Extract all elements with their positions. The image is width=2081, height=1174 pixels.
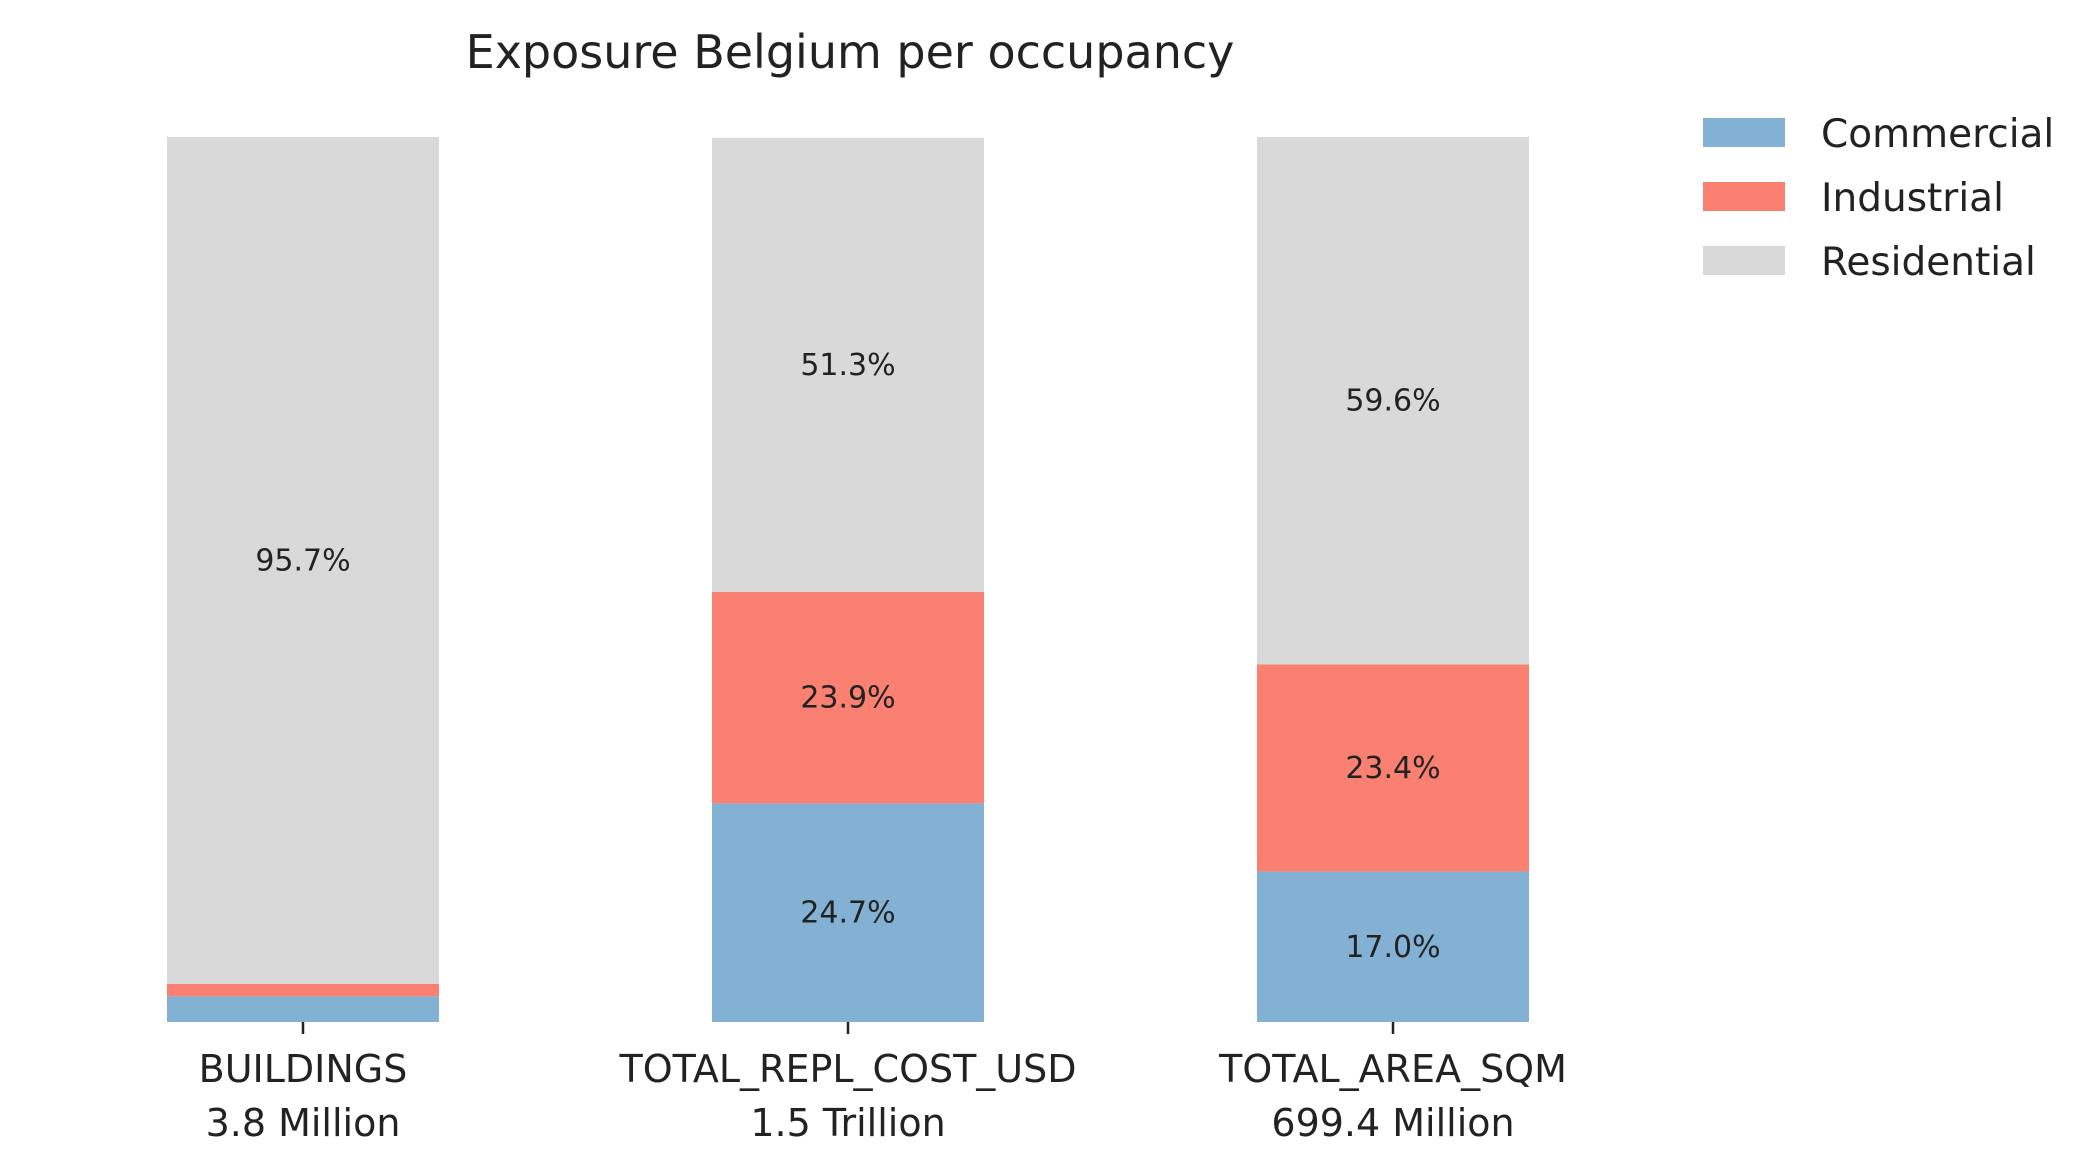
data-label-industrial-2: 23.9%: [800, 681, 895, 716]
bar-segment-residential-3: [1257, 137, 1529, 665]
data-label-residential-2: 51.3%: [800, 348, 895, 383]
legend-swatch-industrial: [1703, 182, 1785, 211]
chart-title: Exposure Belgium per occupancy: [466, 25, 1235, 79]
data-label-commercial-2: 24.7%: [800, 896, 895, 931]
x-tick-total-2: 1.5 Trillion: [750, 1101, 945, 1145]
legend-label-residential: Residential: [1821, 240, 2036, 285]
bar-segment-residential-2: [712, 137, 984, 592]
x-tick-total-3: 699.4 Million: [1271, 1101, 1514, 1145]
bars-group: 95.7% 24.7% 23.9% 51.3% 17.0% 23.4% 59.6%: [167, 137, 1529, 1022]
legend-swatch-residential: [1703, 246, 1785, 275]
bar-segment-commercial-2: [712, 803, 984, 1022]
x-tick-label-3: TOTAL_AREA_SQM: [1218, 1047, 1567, 1091]
bar-segment-commercial-1: [167, 996, 439, 1022]
x-axis: BUILDINGS 3.8 Million TOTAL_REPL_COST_USD 1…: [199, 1022, 1567, 1145]
data-label-residential-1: 95.7%: [255, 543, 350, 578]
legend-swatch-commercial: [1703, 118, 1785, 147]
x-tick-total-1: 3.8 Million: [206, 1101, 401, 1145]
x-tick-label-2: TOTAL_REPL_COST_USD: [618, 1047, 1076, 1091]
bar-segment-residential-1: [167, 137, 439, 984]
x-tick-label-1: BUILDINGS: [199, 1047, 408, 1091]
legend-label-commercial: Commercial: [1821, 112, 2054, 157]
data-label-commercial-3: 17.0%: [1345, 930, 1440, 965]
data-label-residential-3: 59.6%: [1345, 384, 1440, 419]
legend: Commercial Industrial Residential: [1703, 112, 2054, 285]
bar-segment-industrial-1: [167, 983, 439, 997]
data-label-industrial-3: 23.4%: [1345, 751, 1440, 786]
bar-segment-commercial-3: [1257, 871, 1529, 1022]
legend-label-industrial: Industrial: [1821, 176, 2004, 221]
bar-segment-industrial-3: [1257, 664, 1529, 872]
bar-segment-industrial-2: [712, 591, 984, 804]
